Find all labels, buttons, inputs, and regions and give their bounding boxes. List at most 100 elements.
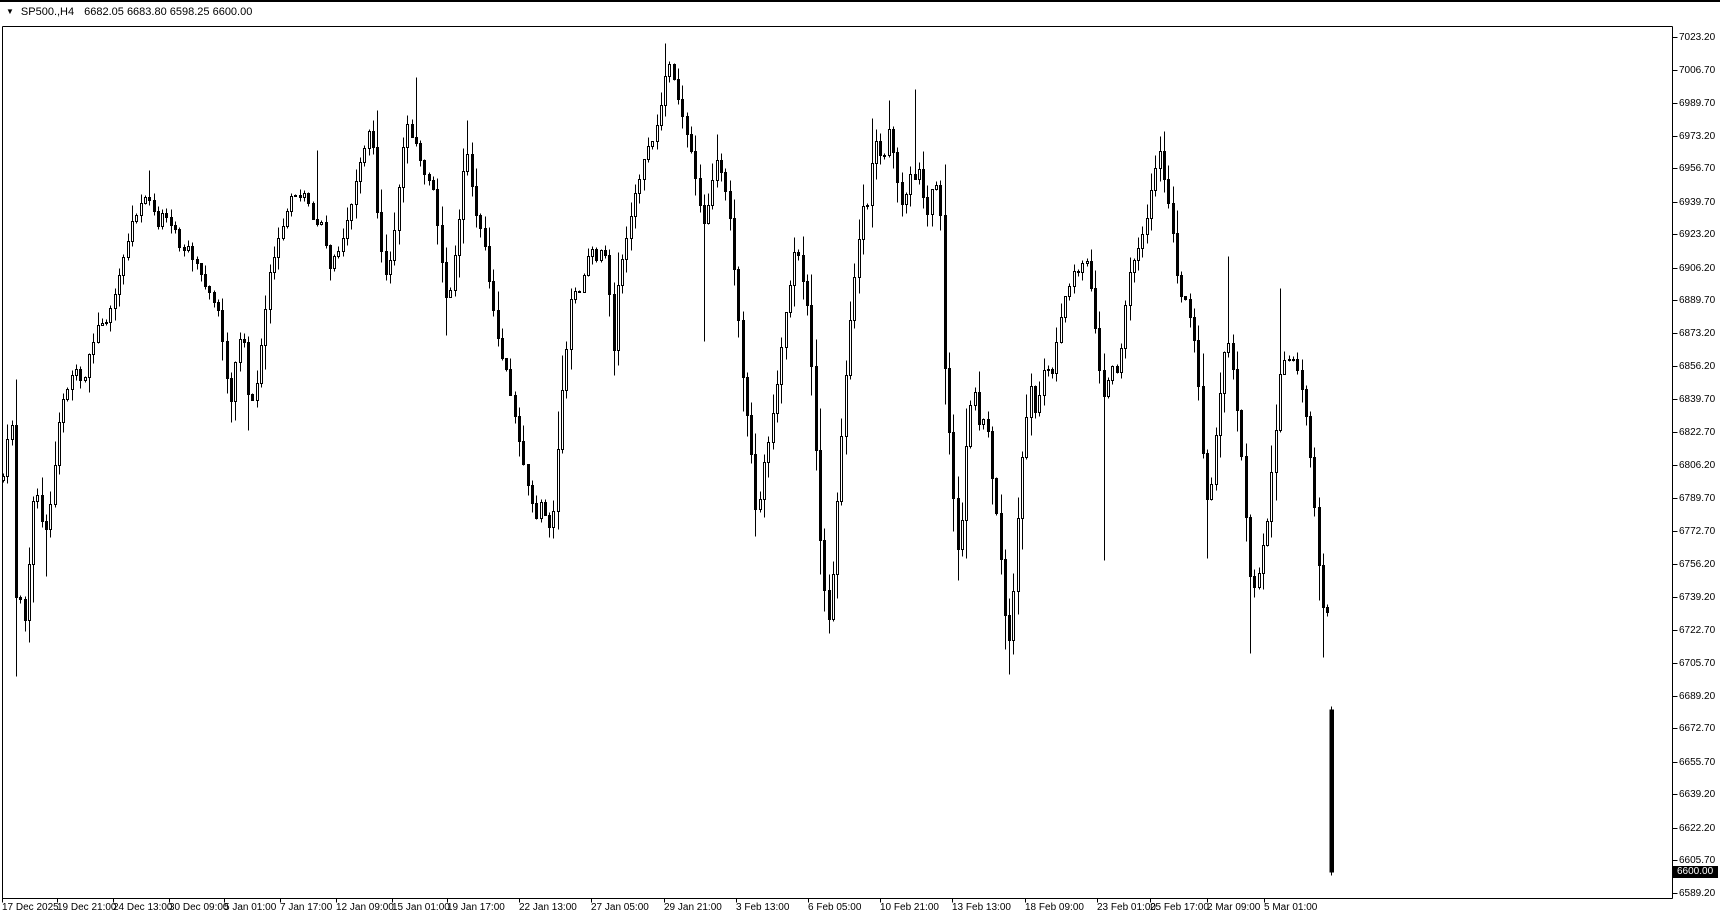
- candle: [944, 164, 947, 405]
- candle: [875, 129, 878, 180]
- candle: [759, 491, 762, 513]
- candle: [1154, 155, 1157, 197]
- candle: [647, 137, 650, 163]
- candle: [1094, 270, 1097, 334]
- candle: [1180, 271, 1183, 303]
- candle: [1137, 237, 1140, 271]
- candle: [368, 129, 371, 156]
- candle: [1086, 258, 1089, 267]
- candle: [879, 133, 882, 165]
- candle: [170, 209, 173, 234]
- candle: [767, 436, 770, 478]
- candle: [423, 159, 426, 185]
- candle: [475, 168, 478, 228]
- candle: [75, 364, 78, 381]
- candle: [269, 264, 272, 324]
- candle: [6, 424, 9, 484]
- price-axis-label: 6672.70: [1679, 723, 1716, 734]
- candle: [325, 215, 328, 249]
- candle: [415, 77, 418, 147]
- candle: [522, 425, 525, 466]
- candle: [638, 174, 641, 204]
- time-axis-label: 7 Jan 17:00: [280, 902, 333, 913]
- candle: [1146, 204, 1149, 244]
- candle: [557, 411, 560, 530]
- candle: [1133, 258, 1136, 283]
- time-axis-label: 17 Dec 2025: [2, 902, 59, 913]
- candle: [234, 361, 237, 421]
- candle: [260, 338, 263, 388]
- candle: [1167, 165, 1170, 209]
- candle: [462, 148, 465, 244]
- candle: [1227, 256, 1230, 358]
- candle: [643, 159, 646, 191]
- candle: [931, 189, 934, 227]
- candle: [239, 332, 242, 372]
- candle: [122, 254, 125, 285]
- candle: [806, 274, 809, 316]
- candle: [1253, 569, 1256, 598]
- symbol-dropdown-icon[interactable]: ▼: [6, 7, 14, 16]
- candle: [221, 298, 224, 361]
- candle: [1197, 325, 1200, 401]
- candle: [1176, 210, 1179, 284]
- ohlc-quote-values: 6682.05 6683.80 6598.25 6600.00: [84, 6, 253, 18]
- candle: [191, 242, 194, 272]
- candle: [1055, 327, 1058, 382]
- candle: [845, 360, 848, 455]
- candle: [1189, 293, 1192, 328]
- candle: [1034, 385, 1037, 419]
- candle: [445, 247, 448, 336]
- candle: [1021, 451, 1024, 550]
- candle: [385, 234, 388, 281]
- price-axis-label: 6806.20: [1679, 460, 1716, 471]
- time-axis-label: 30 Dec 09:00: [169, 902, 229, 913]
- current-price-tag: 6600.00: [1673, 866, 1718, 878]
- candle: [316, 150, 319, 227]
- candle: [664, 43, 667, 117]
- candle: [871, 118, 874, 228]
- candle: [505, 358, 508, 372]
- candle: [750, 402, 753, 464]
- candle: [703, 194, 706, 342]
- candle: [466, 120, 469, 176]
- price-axis-label: 6789.70: [1679, 493, 1716, 504]
- candle: [1030, 373, 1033, 436]
- candle: [1206, 449, 1209, 559]
- candle: [527, 464, 530, 496]
- candle: [428, 172, 431, 186]
- candle: [1275, 404, 1278, 501]
- candle: [350, 203, 353, 230]
- candle: [49, 491, 52, 538]
- candle: [1236, 351, 1239, 432]
- price-axis-label: 6822.70: [1679, 427, 1716, 438]
- price-axis-label: 6772.70: [1679, 526, 1716, 537]
- price-axis-label: 6605.70: [1679, 855, 1716, 866]
- candle: [1262, 533, 1265, 590]
- candle: [419, 140, 422, 167]
- candle: [1004, 549, 1007, 650]
- candle: [299, 189, 302, 202]
- candle: [716, 134, 719, 188]
- candle: [15, 379, 18, 677]
- time-axis-label: 12 Jan 09:00: [336, 902, 394, 913]
- candle: [1090, 249, 1093, 292]
- candle: [92, 333, 95, 364]
- candle: [810, 274, 813, 396]
- candle: [178, 227, 181, 252]
- candle: [1283, 351, 1286, 375]
- candle: [488, 227, 491, 289]
- price-axis-label: 6873.20: [1679, 328, 1716, 339]
- candle: [952, 414, 955, 532]
- candle: [1292, 356, 1295, 362]
- candle: [1103, 353, 1106, 561]
- candle: [41, 477, 44, 528]
- candle: [217, 299, 220, 317]
- candle: [24, 596, 27, 632]
- candle: [140, 194, 143, 223]
- price-axis-label: 6622.20: [1679, 823, 1716, 834]
- price-axis-label: 6856.20: [1679, 361, 1716, 372]
- price-axis-label: 6973.20: [1679, 131, 1716, 142]
- candle: [957, 476, 960, 581]
